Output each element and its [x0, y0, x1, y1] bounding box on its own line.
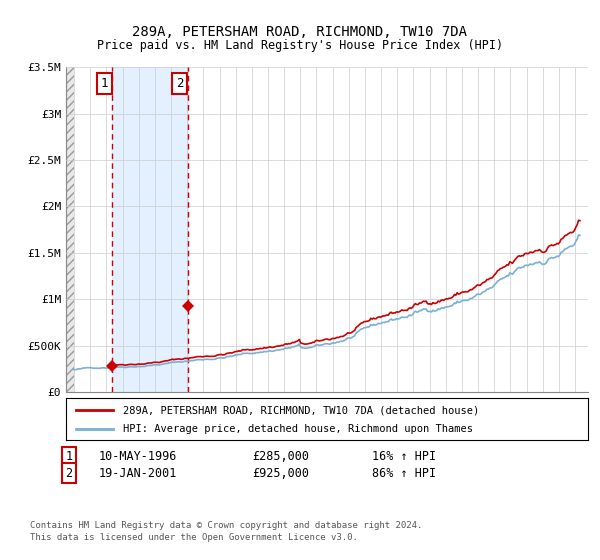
Text: 1: 1: [65, 450, 73, 463]
Text: Contains HM Land Registry data © Crown copyright and database right 2024.: Contains HM Land Registry data © Crown c…: [30, 521, 422, 530]
Text: 289A, PETERSHAM ROAD, RICHMOND, TW10 7DA (detached house): 289A, PETERSHAM ROAD, RICHMOND, TW10 7DA…: [124, 405, 479, 415]
Text: 2: 2: [176, 77, 184, 90]
Text: HPI: Average price, detached house, Richmond upon Thames: HPI: Average price, detached house, Rich…: [124, 424, 473, 434]
Text: 10-MAY-1996: 10-MAY-1996: [99, 450, 178, 463]
Text: 19-JAN-2001: 19-JAN-2001: [99, 466, 178, 480]
Text: 289A, PETERSHAM ROAD, RICHMOND, TW10 7DA: 289A, PETERSHAM ROAD, RICHMOND, TW10 7DA: [133, 25, 467, 39]
Text: 86% ↑ HPI: 86% ↑ HPI: [372, 466, 436, 480]
Text: £925,000: £925,000: [252, 466, 309, 480]
Text: £285,000: £285,000: [252, 450, 309, 463]
Text: 16% ↑ HPI: 16% ↑ HPI: [372, 450, 436, 463]
Text: Price paid vs. HM Land Registry's House Price Index (HPI): Price paid vs. HM Land Registry's House …: [97, 39, 503, 52]
Bar: [66, 67, 74, 392]
Text: 2: 2: [65, 466, 73, 480]
Bar: [112, 67, 188, 392]
Text: 1: 1: [101, 77, 108, 90]
Text: This data is licensed under the Open Government Licence v3.0.: This data is licensed under the Open Gov…: [30, 533, 358, 542]
